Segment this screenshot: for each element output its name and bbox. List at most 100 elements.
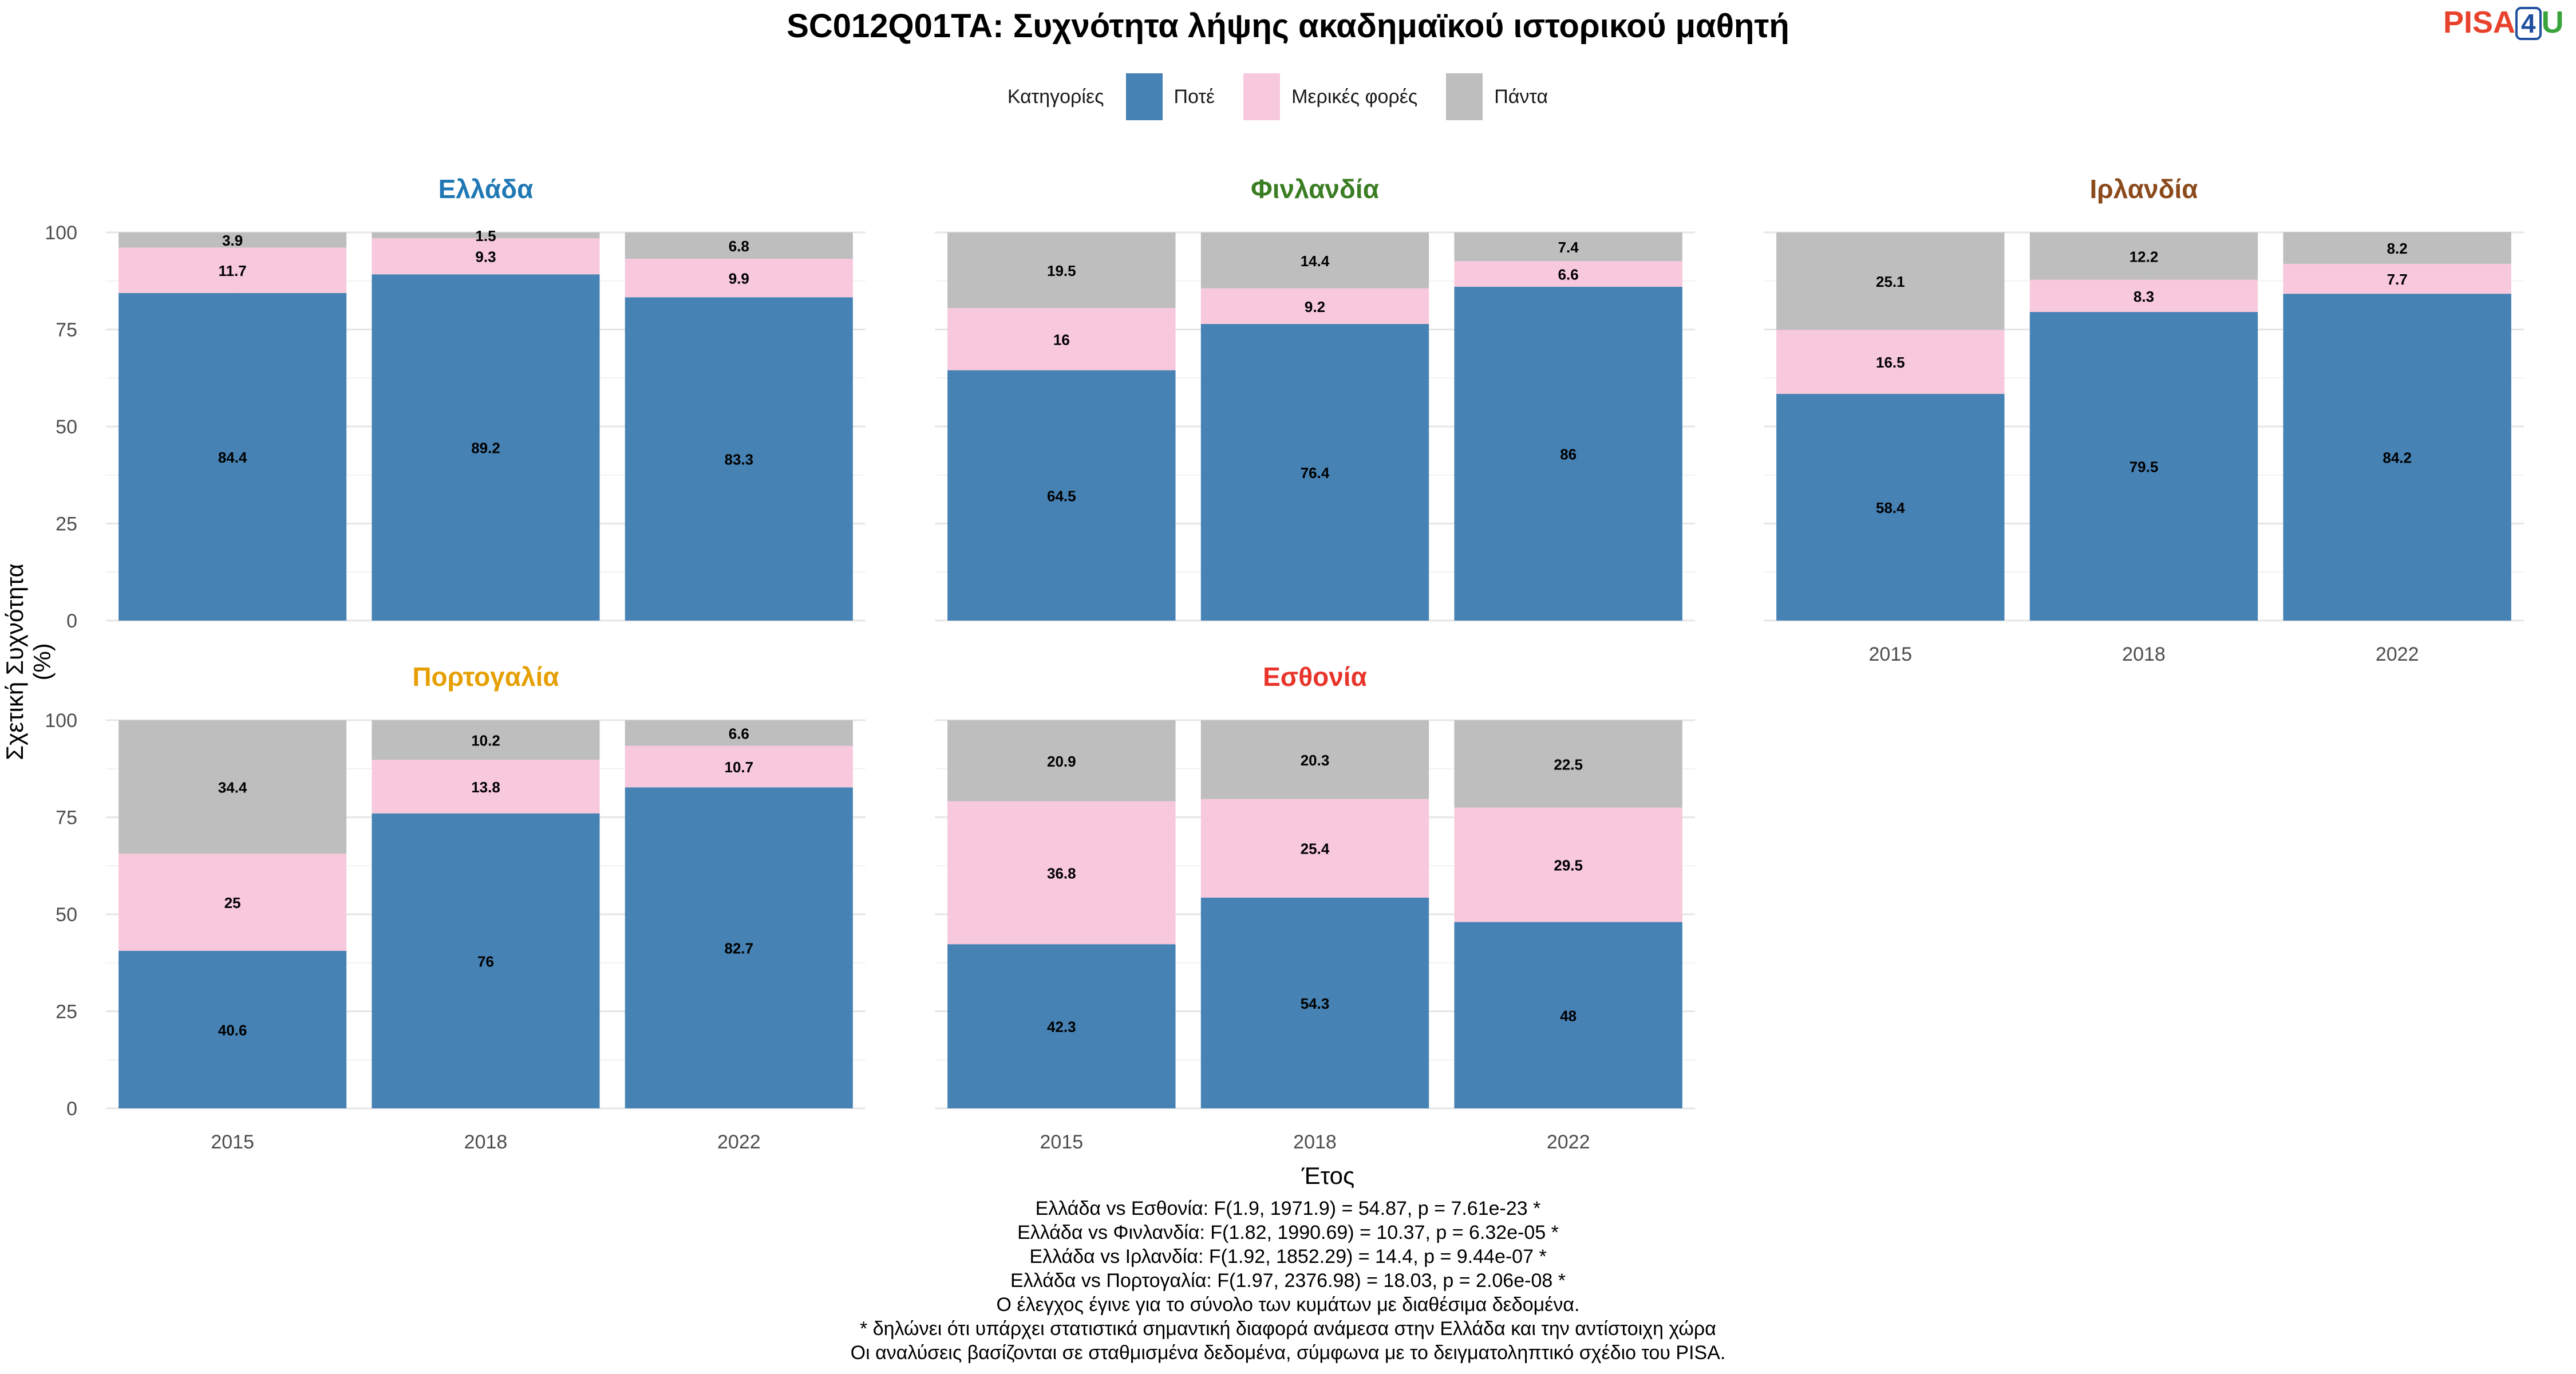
data-label: 86 xyxy=(1560,445,1577,463)
bar-segment xyxy=(947,944,1176,1108)
x-tick-label: 2018 xyxy=(1293,1131,1337,1153)
data-label: 25.1 xyxy=(1876,273,1905,290)
legend-title: Κατηγορίες xyxy=(1007,85,1104,108)
footnote-line: Ο έλεγχος έγινε για το σύνολο των κυμάτω… xyxy=(996,1294,1580,1316)
y-tick-label: 75 xyxy=(56,807,77,829)
bar-segment xyxy=(947,308,1176,370)
panel-title: Ελλάδα xyxy=(438,174,534,204)
x-tick-label: 2015 xyxy=(211,1131,254,1153)
bar-segment xyxy=(372,760,600,814)
legend-label-always: Πάντα xyxy=(1494,85,1548,108)
bar-segment xyxy=(2283,263,2511,294)
bar-segment xyxy=(947,720,1176,802)
x-tick-label: 2022 xyxy=(717,1131,761,1153)
bar-segment xyxy=(118,232,347,248)
data-label: 84.2 xyxy=(2383,449,2412,467)
y-tick-label: 100 xyxy=(45,222,77,244)
data-label: 8.3 xyxy=(2134,288,2154,305)
logo-text-u: U xyxy=(2541,5,2564,40)
data-label: 83.3 xyxy=(725,451,754,468)
x-tick-label: 2022 xyxy=(2376,643,2419,665)
x-axis-label: Έτος xyxy=(1301,1162,1355,1189)
footnote-line: Ελλάδα vs Εσθονία: F(1.9, 1971.9) = 54.8… xyxy=(1035,1198,1541,1219)
bar-segment xyxy=(2029,311,2258,621)
bar-segment xyxy=(625,259,853,298)
chart-title: SC012Q01TA: Συχνότητα λήψης ακαδημαϊκού … xyxy=(787,7,1789,45)
data-label: 3.9 xyxy=(222,232,243,249)
y-tick-label: 100 xyxy=(45,710,77,732)
bar-segment xyxy=(1200,897,1429,1108)
bar-segment xyxy=(118,720,347,854)
data-label: 7.7 xyxy=(2387,271,2408,288)
y-tick-label: 25 xyxy=(56,514,77,535)
footnote-line: Οι αναλύσεις βασίζονται σε σταθμισμένα δ… xyxy=(850,1342,1726,1364)
x-tick-label: 2018 xyxy=(2122,643,2166,665)
footnote-line: * δηλώνει ότι υπάρχει στατιστικά σημαντι… xyxy=(860,1318,1716,1340)
data-label: 6.6 xyxy=(729,725,749,742)
logo-text-pisa: PISA xyxy=(2443,5,2516,40)
bar-segment xyxy=(118,854,347,951)
data-label: 84.4 xyxy=(218,449,247,466)
bar-segment xyxy=(118,247,347,293)
bar-segment xyxy=(1200,799,1429,898)
bar-segment xyxy=(1454,232,1682,262)
data-label: 6.6 xyxy=(1558,266,1579,283)
footnote-line: Ελλάδα vs Φινλανδία: F(1.82, 1990.69) = … xyxy=(1017,1222,1559,1243)
bar-segment xyxy=(625,297,853,621)
data-label: 64.5 xyxy=(1047,487,1076,504)
data-label: 48 xyxy=(1560,1007,1577,1024)
bar-segment xyxy=(372,232,600,239)
x-tick-label: 2015 xyxy=(1040,1131,1084,1153)
bar-segment xyxy=(1454,720,1682,808)
data-label: 36.8 xyxy=(1047,864,1076,882)
legend-key-never xyxy=(1125,73,1163,120)
footnote-line: Ελλάδα vs Ιρλανδία: F(1.92, 1852.29) = 1… xyxy=(1029,1246,1547,1268)
bar-segment xyxy=(1776,330,2005,394)
data-label: 11.7 xyxy=(219,262,247,279)
panel-title: Εσθονία xyxy=(1263,662,1367,692)
bar-segment xyxy=(118,293,347,621)
data-label: 76 xyxy=(477,953,494,970)
data-label: 20.9 xyxy=(1047,753,1076,770)
data-label: 13.8 xyxy=(471,779,500,796)
data-label: 58.4 xyxy=(1876,499,1905,516)
data-label: 19.5 xyxy=(1047,262,1076,279)
panel-title: Ιρλανδία xyxy=(2089,174,2198,204)
footnote-line: Ελλάδα vs Πορτογαλία: F(1.97, 2376.98) =… xyxy=(1010,1270,1566,1292)
data-label: 79.5 xyxy=(2129,458,2159,475)
y-tick-label: 0 xyxy=(66,610,77,632)
data-label: 82.7 xyxy=(725,940,754,957)
data-label: 9.9 xyxy=(729,270,749,287)
bar-segment xyxy=(1454,261,1682,287)
data-label: 16.5 xyxy=(1876,354,1905,371)
bar-segment xyxy=(947,801,1176,945)
data-label: 40.6 xyxy=(218,1021,247,1039)
data-label: 10.2 xyxy=(471,732,500,749)
data-label: 54.3 xyxy=(1301,995,1330,1012)
x-tick-label: 2022 xyxy=(1547,1131,1590,1153)
legend: Κατηγορίες Ποτέ Μερικές φορές Πάντα xyxy=(0,73,2576,120)
data-label: 42.3 xyxy=(1047,1018,1076,1036)
y-tick-label: 50 xyxy=(56,416,77,438)
bar-segment xyxy=(947,370,1176,621)
bar-segment xyxy=(1776,394,2005,621)
data-label: 16 xyxy=(1053,331,1070,348)
logo-text-4: 4 xyxy=(2515,7,2542,40)
legend-key-always xyxy=(1446,73,1483,120)
bar-segment xyxy=(625,232,853,259)
data-label: 22.5 xyxy=(1554,756,1583,773)
data-label: 9.2 xyxy=(1305,298,1325,315)
bar-segment xyxy=(2283,232,2511,264)
bar-segment xyxy=(625,787,853,1108)
y-tick-label: 0 xyxy=(66,1098,77,1120)
data-label: 10.7 xyxy=(725,759,754,776)
data-label: 12.2 xyxy=(2129,248,2159,265)
legend-key-sometimes xyxy=(1243,73,1281,120)
bar-segment xyxy=(2029,279,2258,312)
bar-segment xyxy=(1776,232,2005,330)
bar-segment xyxy=(2029,232,2258,280)
panel-title: Φινλανδία xyxy=(1251,174,1379,204)
data-label: 1.5 xyxy=(475,227,496,244)
bar-segment xyxy=(372,720,600,760)
